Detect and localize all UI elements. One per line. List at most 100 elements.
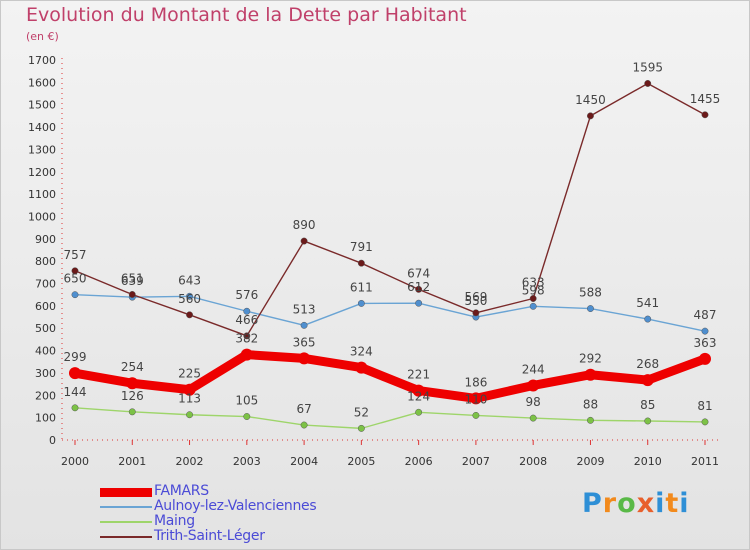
- y-tick-label: 1400: [28, 121, 56, 134]
- series-point: [71, 267, 79, 275]
- proxiti-logo: Proxiti: [582, 488, 690, 519]
- data-label: 81: [697, 399, 712, 413]
- data-label: 541: [636, 296, 659, 310]
- legend-item-aulnoy: Aulnoy-lez-Valenciennes: [100, 498, 400, 515]
- series-point: [699, 352, 711, 365]
- data-label: 268: [636, 357, 659, 371]
- series-line: [74, 82, 706, 337]
- series-point: [529, 302, 537, 310]
- data-label: 88: [583, 397, 598, 411]
- proxiti-logo-letter: o: [617, 488, 637, 519]
- x-tick-label: 2010: [634, 455, 662, 468]
- series-point: [412, 384, 425, 397]
- data-label: 186: [464, 375, 487, 389]
- series-point: [644, 315, 652, 323]
- x-tick-label: 2003: [233, 455, 261, 468]
- data-label: 791: [350, 240, 373, 254]
- series-point: [701, 327, 709, 335]
- proxiti-logo-letter: i: [679, 488, 690, 519]
- x-tick-label: 2002: [176, 455, 204, 468]
- y-tick-label: 1100: [28, 188, 56, 201]
- legend-item-maing: Maing: [100, 513, 400, 530]
- y-tick-label: 300: [35, 367, 56, 380]
- series-point: [128, 408, 136, 416]
- series-point: [69, 367, 81, 380]
- data-label: 513: [293, 302, 316, 316]
- series-point: [584, 368, 597, 381]
- series-point: [186, 411, 193, 419]
- proxiti-logo-letter: P: [582, 488, 603, 519]
- series-line: [74, 294, 706, 332]
- data-label: 466: [235, 313, 258, 327]
- series-point: [71, 404, 79, 412]
- data-label: 651: [121, 271, 144, 285]
- x-tick-label: 2006: [405, 455, 433, 468]
- series-line: [70, 350, 710, 403]
- data-label: 144: [64, 385, 87, 399]
- y-tick-label: 0: [49, 434, 56, 447]
- data-label: 85: [640, 398, 655, 412]
- y-tick-label: 200: [35, 389, 56, 402]
- legend-label-trith: Trith-Saint-Léger: [154, 528, 265, 544]
- series-point: [587, 305, 594, 313]
- legend-item-trith: Trith-Saint-Léger: [100, 528, 400, 545]
- data-label: 598: [522, 283, 545, 297]
- series-point: [587, 112, 594, 120]
- series-point: [415, 408, 423, 416]
- chart-title: Evolution du Montant de la Dette par Hab…: [26, 4, 467, 26]
- proxiti-logo-letter: t: [665, 488, 680, 519]
- data-label: 588: [579, 286, 602, 300]
- y-tick-label: 600: [35, 300, 56, 313]
- data-label: 244: [522, 362, 545, 376]
- x-tick-label: 2004: [290, 455, 318, 468]
- series-point: [300, 321, 308, 329]
- y-tick-label: 1500: [28, 99, 56, 112]
- data-label: 221: [407, 368, 430, 382]
- series-point: [126, 377, 139, 390]
- y-tick-label: 500: [35, 322, 56, 335]
- legend-swatch-aulnoy: [100, 506, 152, 508]
- data-label: 612: [407, 280, 430, 294]
- data-label: 650: [64, 272, 87, 286]
- x-tick-label: 2001: [118, 455, 146, 468]
- data-label: 890: [293, 218, 316, 232]
- series-point: [186, 292, 193, 300]
- series-point: [300, 421, 308, 429]
- data-label: 1455: [690, 92, 721, 106]
- legend-swatch-famars: [100, 488, 152, 497]
- legend-swatch-trith: [100, 536, 152, 538]
- data-label: 560: [178, 292, 201, 306]
- y-tick-label: 1700: [28, 54, 56, 67]
- data-label: 569: [464, 290, 487, 304]
- x-tick-label: 2009: [576, 455, 604, 468]
- data-label: 363: [694, 336, 717, 350]
- data-label: 487: [694, 308, 717, 322]
- series-point: [186, 311, 193, 319]
- y-tick-label: 1300: [28, 143, 56, 156]
- chart-axes: 0 100 200 300 400 500 600 700 800 900 1000 1100 1200…: [28, 54, 720, 468]
- x-tick-label: 2005: [347, 455, 375, 468]
- data-label: 382: [235, 332, 258, 346]
- series-point: [587, 416, 594, 424]
- y-tick-label: 400: [35, 345, 56, 358]
- legend-item-famars: FAMARS: [100, 483, 400, 500]
- x-tick-label: 2008: [519, 455, 547, 468]
- series-point: [701, 418, 709, 426]
- series-point: [472, 411, 480, 419]
- data-label: 113: [178, 392, 201, 406]
- legend-label-aulnoy: Aulnoy-lez-Valenciennes: [154, 498, 317, 514]
- data-label: 225: [178, 367, 201, 381]
- data-label: 550: [464, 294, 487, 308]
- legend-label-maing: Maing: [154, 513, 195, 529]
- proxiti-logo-letter: r: [602, 488, 618, 519]
- data-label: 292: [579, 352, 602, 366]
- series-point: [529, 414, 537, 422]
- y-tick-label: 100: [35, 412, 56, 425]
- data-label: 639: [121, 274, 144, 288]
- series-point: [357, 259, 365, 267]
- data-label: 576: [235, 288, 258, 302]
- chart-subtitle: (en €): [26, 30, 59, 43]
- y-tick-label: 1200: [28, 166, 56, 179]
